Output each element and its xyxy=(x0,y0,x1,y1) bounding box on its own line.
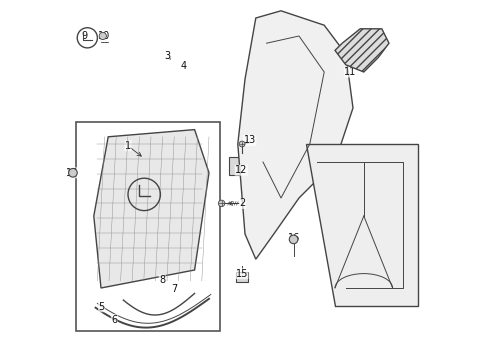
Polygon shape xyxy=(94,130,209,288)
Text: 3: 3 xyxy=(164,51,170,61)
Text: 9: 9 xyxy=(82,31,88,41)
FancyBboxPatch shape xyxy=(229,157,252,175)
Text: 13: 13 xyxy=(244,135,256,145)
FancyBboxPatch shape xyxy=(236,272,248,282)
Circle shape xyxy=(239,141,245,147)
Text: 8: 8 xyxy=(159,275,165,285)
Text: 1: 1 xyxy=(125,141,131,151)
Polygon shape xyxy=(238,11,353,259)
Circle shape xyxy=(219,200,225,207)
Circle shape xyxy=(289,235,298,244)
Circle shape xyxy=(99,32,106,40)
Text: 14: 14 xyxy=(66,168,78,178)
Text: 2: 2 xyxy=(239,198,245,208)
Text: 6: 6 xyxy=(111,315,118,325)
Text: 7: 7 xyxy=(172,284,178,294)
Text: 16: 16 xyxy=(288,233,300,243)
Text: 10: 10 xyxy=(98,31,110,41)
Text: 15: 15 xyxy=(236,269,248,279)
Text: 4: 4 xyxy=(181,60,187,71)
Polygon shape xyxy=(335,29,389,72)
Text: 12: 12 xyxy=(235,165,247,175)
Text: 11: 11 xyxy=(344,67,357,77)
Polygon shape xyxy=(306,144,418,306)
Text: 5: 5 xyxy=(98,302,105,312)
Circle shape xyxy=(69,168,77,177)
